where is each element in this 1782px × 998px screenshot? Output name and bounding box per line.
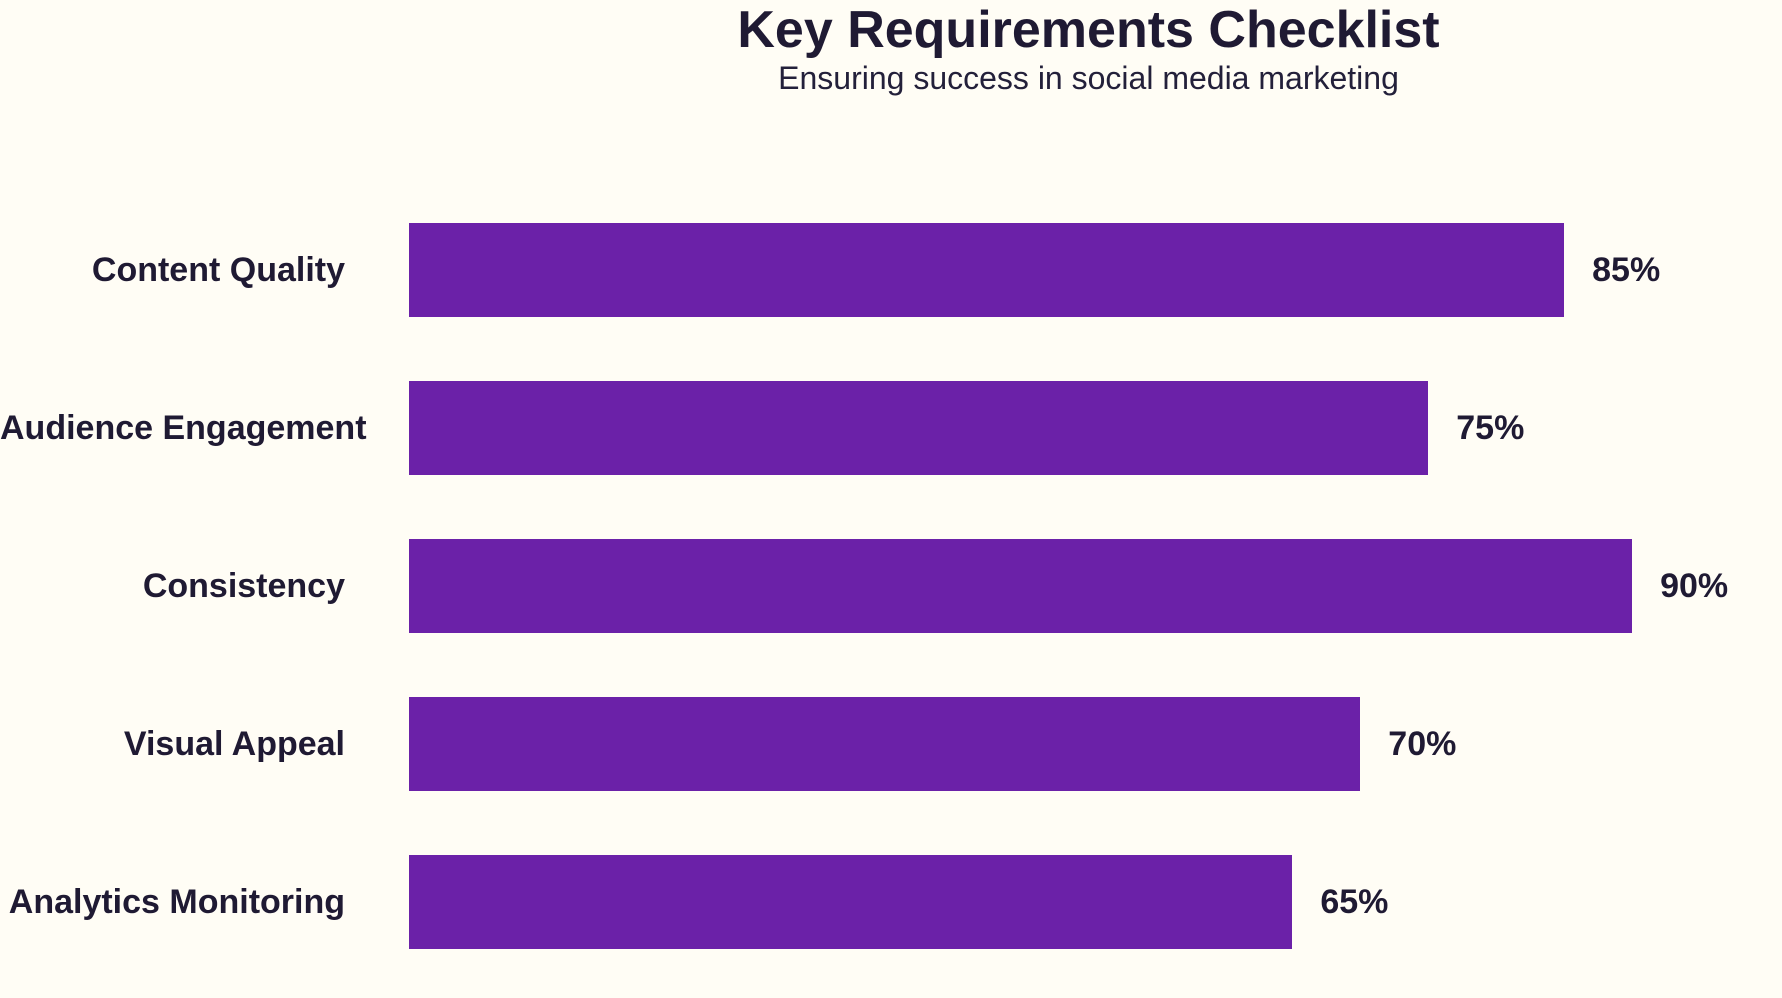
category-label: Analytics Monitoring — [8, 882, 345, 921]
chart-subtitle: Ensuring success in social media marketi… — [778, 60, 1399, 96]
bar — [409, 697, 1361, 791]
category-label: Audience Engagement — [0, 408, 367, 447]
value-label: 75% — [1456, 408, 1525, 447]
bar-track: 65% — [409, 855, 1768, 949]
bar-track: 90% — [409, 539, 1768, 633]
bar-row: Analytics Monitoring 65% — [0, 855, 1782, 949]
bar-row: Visual Appeal 70% — [0, 697, 1782, 791]
chart-title: Key Requirements Checklist — [737, 1, 1440, 59]
category-label: Consistency — [142, 566, 345, 605]
bar — [409, 539, 1633, 633]
bar — [409, 223, 1565, 317]
value-label: 65% — [1320, 882, 1389, 921]
bar-track: 70% — [409, 697, 1768, 791]
bar-row: Consistency 90% — [0, 539, 1782, 633]
bar — [409, 381, 1429, 475]
chart-header: Key Requirements Checklist Ensuring succ… — [409, 4, 1768, 94]
bar-track: 75% — [409, 381, 1768, 475]
bar — [409, 855, 1293, 949]
category-label: Visual Appeal — [123, 724, 345, 763]
category-label: Content Quality — [91, 250, 345, 289]
bar-row: Content Quality 85% — [0, 223, 1782, 317]
bar-track: 85% — [409, 223, 1768, 317]
value-label: 90% — [1660, 566, 1729, 605]
value-label: 70% — [1388, 724, 1457, 763]
value-label: 85% — [1592, 250, 1661, 289]
bar-chart: Content Quality 85% Audience Engagement … — [0, 223, 1782, 949]
bar-row: Audience Engagement 75% — [0, 381, 1782, 475]
